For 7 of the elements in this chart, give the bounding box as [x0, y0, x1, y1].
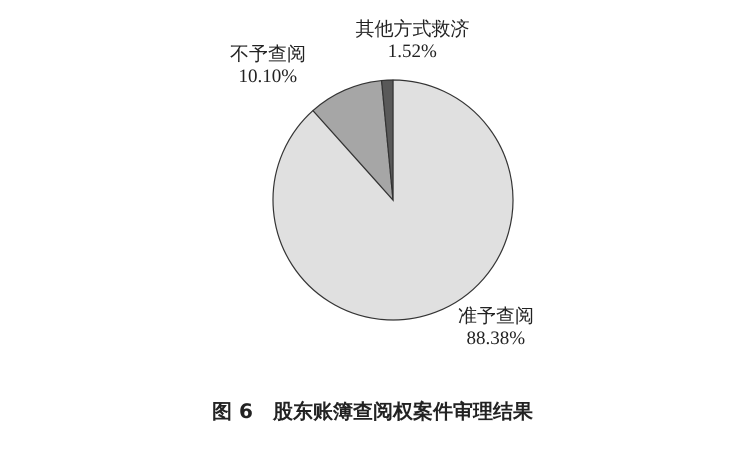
- slice-label: 准予查阅: [458, 306, 534, 328]
- data-label: 1.52%: [388, 41, 437, 62]
- text: 图 6 股东账簿查阅权案件审理结果: [212, 399, 534, 423]
- data-label: 88.38%: [466, 328, 526, 350]
- data-label: 10.10%: [238, 66, 298, 88]
- slice-label: 不予查阅: [230, 44, 306, 66]
- slice-label: 其他方式救济: [355, 18, 470, 40]
